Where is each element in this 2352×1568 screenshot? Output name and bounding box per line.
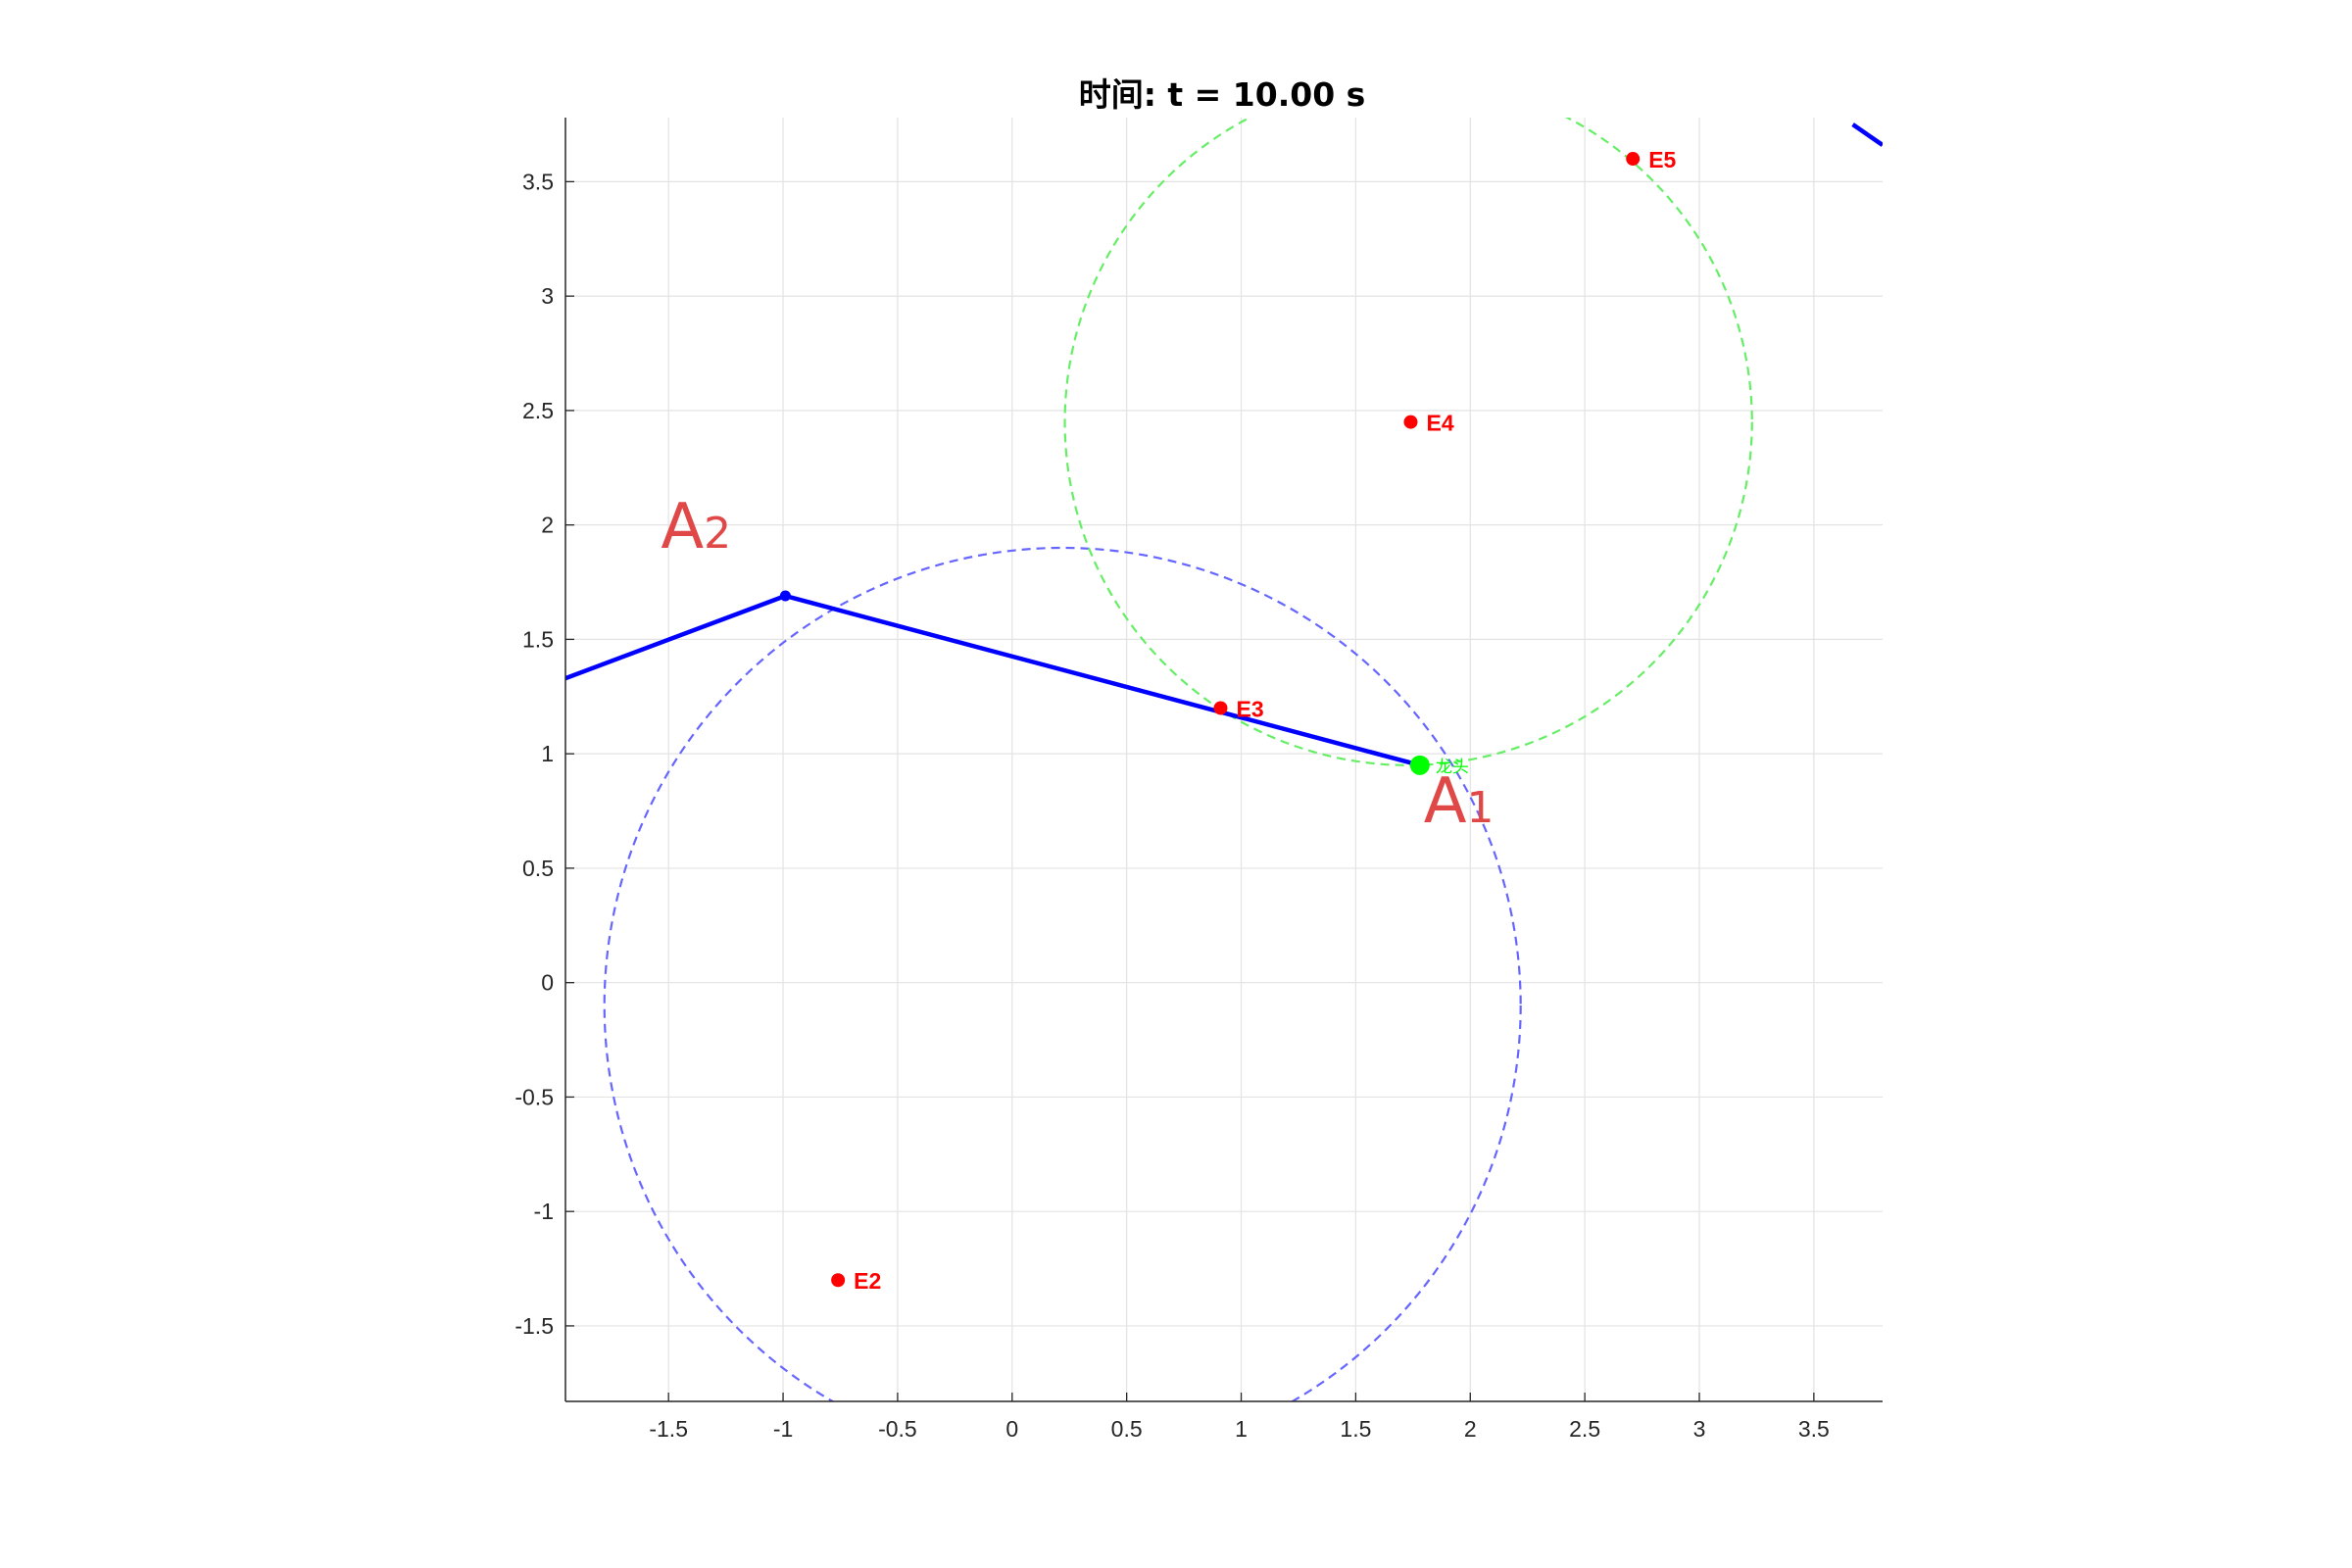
dashed-circle [1063, 118, 1753, 766]
head-marker [1409, 755, 1430, 775]
y-tick-label: 2 [541, 513, 554, 538]
x-tick-label: 3.5 [1798, 1416, 1830, 1442]
head-label: 龙头 [1436, 758, 1469, 777]
point-label: E2 [854, 1268, 881, 1294]
annotation-label: A1 [1424, 765, 1494, 838]
y-tick-label: 0.5 [522, 856, 554, 881]
y-tick-label: -1.5 [514, 1313, 554, 1339]
point-label: E5 [1648, 147, 1676, 172]
y-tick-label: -0.5 [514, 1084, 554, 1109]
y-tick-label: -1 [534, 1199, 554, 1224]
x-tick-label: 1 [1235, 1416, 1248, 1442]
axes: -1.5 -1 -0.5 0 0.5 1 1.5 2 2.5 3 3.5 3.5 3 2.5 2 1.5 1 0.… [514, 118, 1883, 1442]
chain-line [565, 593, 1421, 768]
annotation-subscript: 2 [704, 509, 731, 559]
grid [565, 118, 1883, 1401]
chain-line [1851, 122, 1883, 147]
y-tick-label: 3.5 [522, 169, 554, 194]
annotation-label: A2 [661, 491, 731, 564]
x-tick-label: 0.5 [1111, 1416, 1143, 1442]
y-tick-label: 1.5 [522, 626, 554, 652]
point-marker [831, 1273, 846, 1288]
annotation-letter: A [661, 491, 704, 564]
point-marker [1403, 415, 1418, 429]
chart-title: 时间: t = 10.00 s [1079, 75, 1366, 114]
y-tick-label: 1 [541, 741, 554, 766]
x-tick-label: -0.5 [878, 1416, 917, 1442]
y-tick-label: 0 [541, 970, 554, 996]
plot-area [565, 118, 1883, 1401]
x-tick-label: -1 [773, 1416, 793, 1442]
point-label: E4 [1426, 411, 1453, 436]
point-marker [1626, 152, 1641, 167]
x-tick-label: 2.5 [1569, 1416, 1600, 1442]
joint-node [779, 590, 791, 602]
x-tick-label: 1.5 [1340, 1416, 1371, 1442]
x-tick-label: 0 [1005, 1416, 1018, 1442]
x-tick-label: 2 [1464, 1416, 1477, 1442]
y-tick-label: 3 [541, 283, 554, 309]
point-label: E3 [1236, 696, 1263, 721]
y-tick-label: 2.5 [522, 398, 554, 423]
annotation-subscript: 1 [1466, 783, 1494, 833]
x-tick-label: 3 [1693, 1416, 1706, 1442]
dashed-circle [603, 547, 1522, 1401]
point-marker [1213, 701, 1228, 715]
annotation-letter: A [1424, 765, 1467, 838]
x-tick-label: -1.5 [649, 1416, 688, 1442]
